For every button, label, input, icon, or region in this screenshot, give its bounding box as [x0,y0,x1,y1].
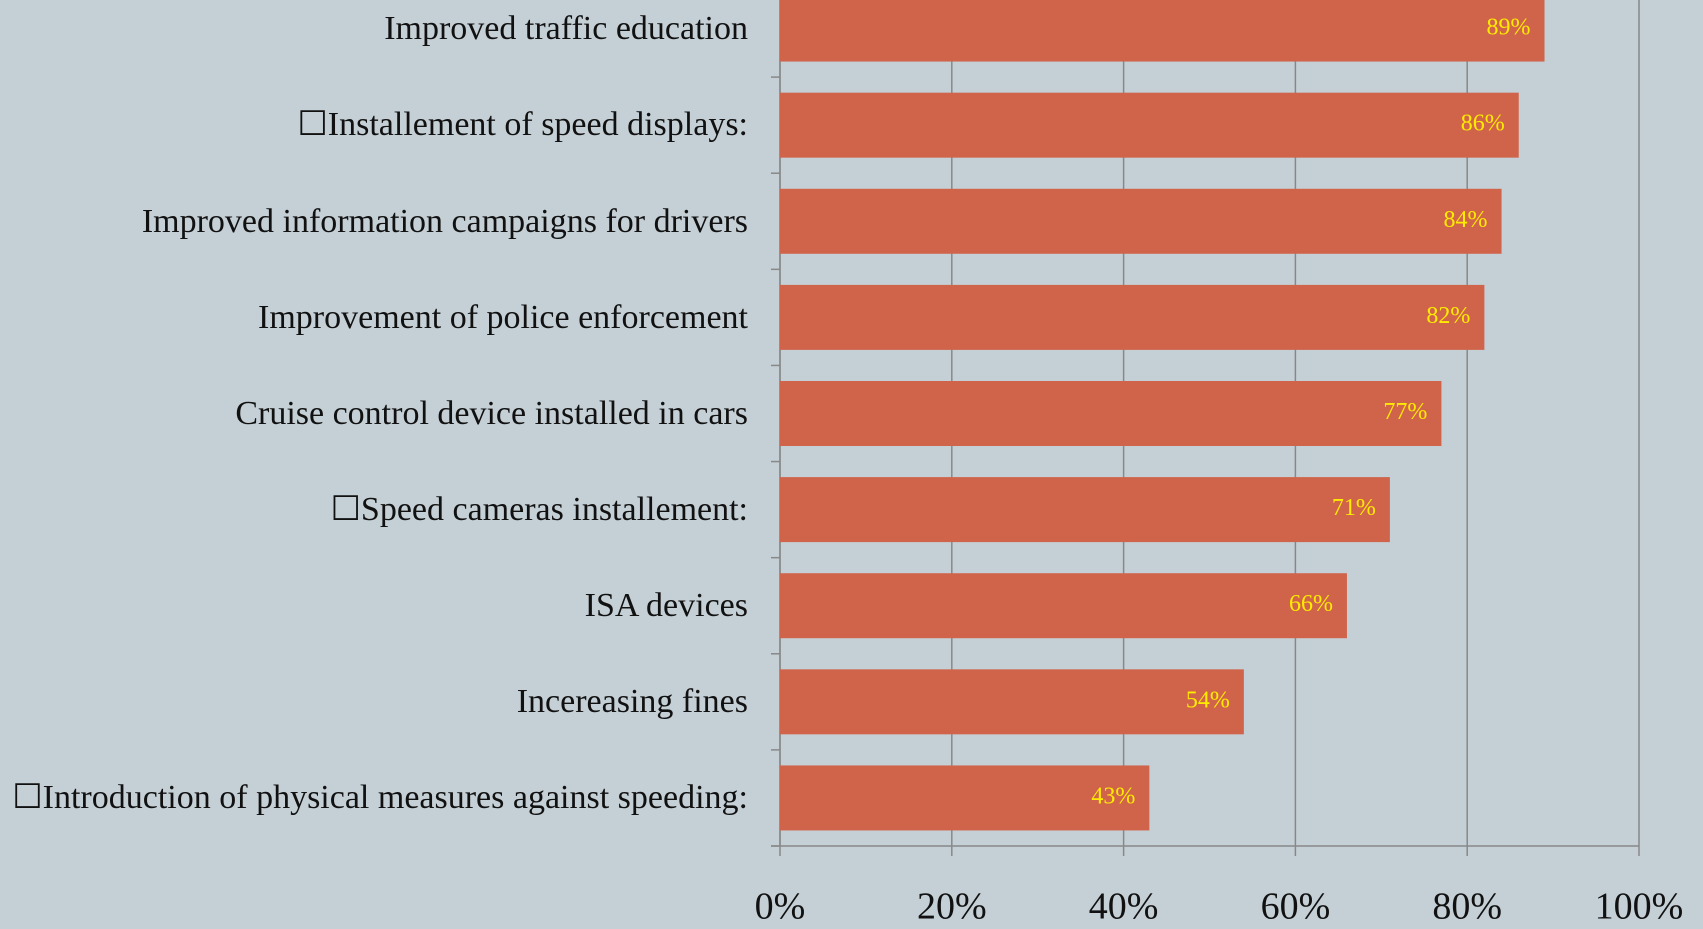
category-label-box: Improved information campaigns for drive… [141,202,748,240]
x-tick-label: 60% [1261,886,1331,928]
category-label: Improved information campaigns for drive… [141,202,748,240]
value-label: 43% [1091,783,1135,809]
category-label: Incereasing fines [516,683,748,721]
x-tick-label: 20% [917,886,987,928]
category-label-box: ☐Introduction of physical measures again… [12,779,748,817]
bar [780,573,1347,639]
category-label: ☐Speed cameras installement: [330,490,748,528]
category-label: Improvement of police enforcement [258,298,748,336]
category-label-box: Incereasing fines [516,683,748,721]
category-label-box: Improved traffic education [384,10,748,48]
x-tick-label: 100% [1595,886,1684,928]
x-tick-label: 40% [1089,886,1159,928]
category-label-box: ☐Installement of speed displays: [297,106,748,144]
bar [780,188,1502,254]
value-label: 86% [1461,111,1505,137]
value-label: 66% [1289,591,1333,617]
category-label: Improved traffic education [384,10,748,48]
bar [780,284,1485,350]
category-label: ISA devices [584,587,748,625]
value-label: 71% [1332,495,1376,521]
category-label-box: ☐Speed cameras installement: [330,490,748,528]
category-label: ☐Introduction of physical measures again… [12,779,748,817]
category-label-box: ISA devices [584,587,748,625]
bar [780,0,1545,62]
bar [780,669,1244,735]
category-label: ☐Installement of speed displays: [297,106,748,144]
x-tick-label: 80% [1432,886,1502,928]
value-label: 82% [1426,303,1470,329]
category-label: Cruise control device installed in cars [235,394,748,432]
value-label: 54% [1186,687,1230,713]
bar [780,765,1150,831]
value-label: 89% [1487,15,1531,41]
category-label-box: Cruise control device installed in cars [235,394,748,432]
x-tick-label: 0% [755,886,806,928]
value-label: 84% [1444,207,1488,233]
bar [780,477,1390,543]
value-label: 77% [1383,399,1427,425]
category-label-box: Improvement of police enforcement [258,298,748,336]
bar [780,92,1519,158]
bar [780,381,1442,446]
